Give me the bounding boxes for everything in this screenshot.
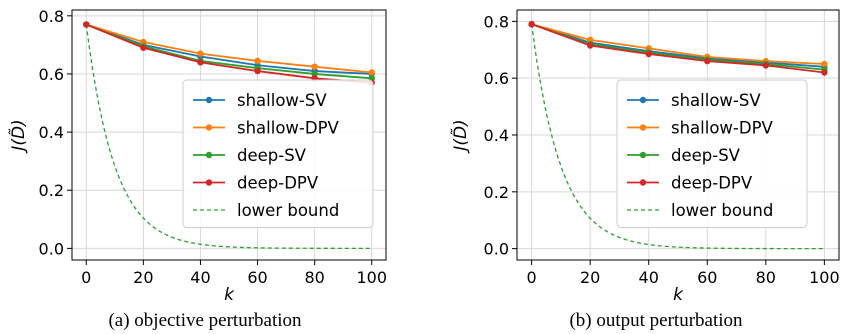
x-tick-label: 60 [697, 268, 717, 287]
y-tick-label: 0.2 [484, 183, 509, 202]
series-line-deep-dpv [85, 23, 372, 84]
series-line-shallow-dpv [531, 23, 825, 65]
legend-label-deep-sv: deep-SV [237, 146, 307, 165]
legend: shallow-SV shallow-DPV deep-SV deep-DPV lowe… [182, 79, 374, 228]
y-tick-label: 0.8 [484, 12, 509, 31]
series-point-deep-dpv [704, 57, 711, 65]
series-point-deep-dpv [528, 21, 535, 28]
series-point-deep-dpv [586, 42, 594, 49]
series-point-shallow-dpv [254, 57, 261, 65]
legend-marker-deep-sv [205, 151, 213, 159]
legend-marker-shallow-dpv [205, 124, 213, 131]
legend-label-shallow-dpv: shallow-DPV [671, 119, 774, 138]
legend-label-lower-bound: lower bound [671, 201, 773, 220]
y-tick-label: 0.2 [39, 181, 64, 200]
lower-bound-line [85, 24, 372, 250]
x-tick-label: 0 [81, 268, 91, 287]
legend-box [616, 79, 808, 228]
x-axis-label: k [673, 285, 684, 305]
series-point-shallow-dpv [311, 63, 318, 70]
y-tick-label: 0.0 [39, 239, 64, 258]
y-tick-label: 0.4 [39, 123, 64, 142]
y-tick-label: 0.6 [39, 65, 64, 84]
series-point-deep-dpv [821, 69, 828, 76]
legend-label-lower-bound: lower bound [237, 201, 339, 220]
series-line-shallow-sv [85, 23, 372, 75]
y-tick-label: 0.0 [484, 240, 509, 259]
series-point-deep-dpv [254, 67, 261, 75]
lower-bound-line [530, 24, 825, 250]
x-tick-label: 40 [639, 268, 659, 287]
legend-label-deep-dpv: deep-DPV [671, 174, 753, 193]
series-point-shallow-dpv [821, 60, 828, 68]
series-line-deep-sv [85, 23, 372, 80]
series-line-shallow-dpv [86, 23, 372, 74]
chart-objective-perturbation: 0 20 40 60 80 100 0.0 0.2 0.4 0.6 0.8 k J(D̃) shallow… [8, 7, 387, 331]
series-line-deep-dpv [531, 23, 825, 74]
x-tick-label: 0 [527, 268, 537, 287]
legend-box [182, 79, 374, 228]
legend-marker-shallow-dpv [639, 124, 647, 131]
legend: shallow-SV shallow-DPV deep-SV deep-DPV lowe… [616, 79, 808, 228]
figure-caption: (a) objective perturbation [108, 310, 302, 331]
x-tick-label: 100 [809, 268, 840, 287]
x-tick-label: 20 [580, 268, 600, 287]
x-tick-label: 80 [756, 268, 776, 287]
figure-caption: (b) output perturbation [569, 310, 743, 331]
legend-marker-shallow-sv [205, 96, 213, 104]
y-axis-label: J(D̃) [8, 119, 29, 153]
y-tick-label: 0.6 [484, 69, 509, 88]
legend-marker-deep-sv [639, 151, 647, 159]
series-point-shallow-dpv [197, 50, 204, 57]
series-point-shallow-dpv [368, 69, 375, 76]
legend-label-deep-sv: deep-SV [671, 146, 741, 165]
legend-label-shallow-sv: shallow-SV [237, 91, 327, 110]
plot-frame [71, 9, 387, 261]
legend-marker-shallow-sv [639, 96, 647, 104]
series-line-deep-sv [531, 23, 825, 71]
y-tick-label: 0.4 [484, 126, 509, 145]
series-point-deep-dpv [197, 59, 204, 66]
x-tick-label: 20 [133, 268, 153, 287]
series-point-deep-dpv [762, 62, 770, 69]
x-tick-label: 80 [304, 268, 324, 287]
chart-output-perturbation: 0 20 40 60 80 100 0.0 0.2 0.4 0.6 0.8 k J(D̃) shallow… [450, 9, 840, 331]
series-line-shallow-sv [531, 23, 825, 68]
series-point-deep-dpv [645, 50, 652, 58]
legend-label-deep-dpv: deep-DPV [237, 174, 319, 193]
x-tick-label: 60 [247, 268, 267, 287]
series-point-deep-dpv [83, 21, 90, 28]
y-tick-label: 0.8 [39, 7, 64, 26]
legend-label-shallow-dpv: shallow-DPV [237, 119, 340, 138]
legend-marker-deep-dpv [205, 179, 213, 186]
series-point-deep-dpv [140, 44, 147, 51]
legend-marker-deep-dpv [639, 179, 647, 186]
x-tick-label: 40 [190, 268, 210, 287]
legend-label-shallow-sv: shallow-SV [671, 91, 761, 110]
x-axis-label: k [224, 285, 235, 305]
x-tick-label: 100 [356, 268, 387, 287]
y-axis-label: J(D̃) [450, 119, 471, 153]
